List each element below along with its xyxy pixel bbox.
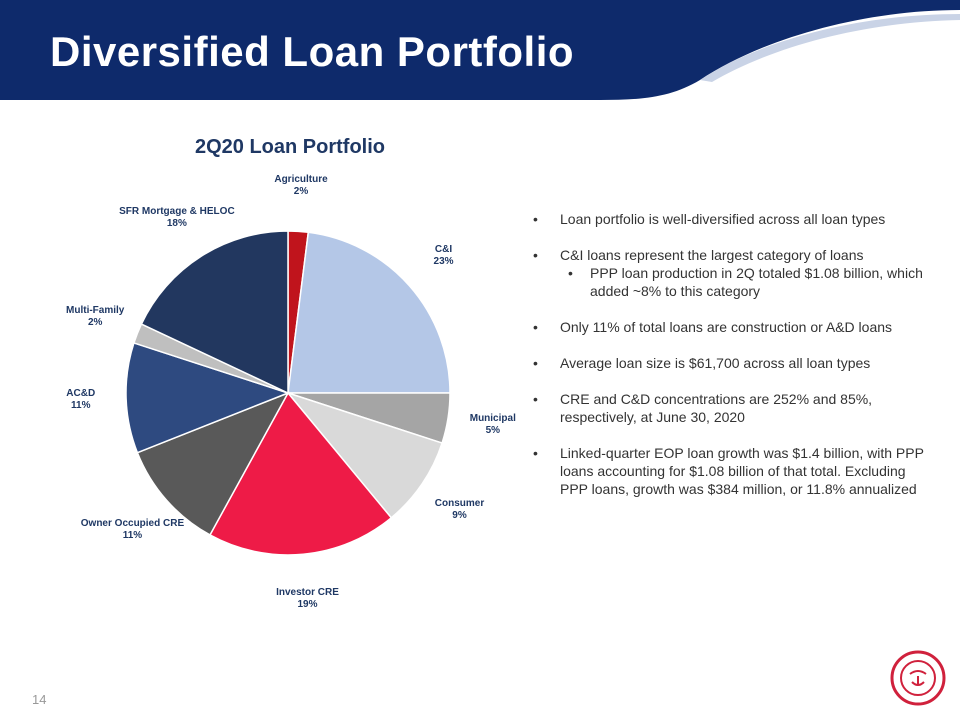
bullet: Linked-quarter EOP loan growth was $1.4 … [530,444,925,498]
slice-label: Investor CRE 19% [248,587,368,611]
slice-label: Agriculture 2% [241,174,361,198]
slice-label: C&I 23% [384,244,504,268]
category-label: C&I [434,243,453,255]
category-label: Owner Occupied CRE [80,518,185,530]
page-number: 14 [32,692,47,707]
category-label: Consumer [434,497,485,509]
value-label: 9% [452,509,467,521]
bullet-text: Average loan size is $61,700 across all … [560,355,871,371]
category-label: AC&D [66,387,96,399]
pie-slice [140,230,289,395]
category-label: Investor CRE [276,587,339,599]
bullet-text: CRE and C&D concentrations are 252% and … [560,391,873,425]
sub-list: PPP loan production in 2Q totaled $1.08 … [560,264,925,300]
pie-slice [125,341,291,454]
bullet-text: C&I loans represent the largest category… [560,247,864,263]
category-label: Multi-Family [66,304,125,316]
bullet: Only 11% of total loans are construction… [530,318,925,336]
chart-title: 2Q20 Loan Portfolio [194,136,386,158]
slice-label: SFR Mortgage & HELOC 18% [117,206,237,230]
slice-label: Municipal 5% [433,413,553,437]
slice-label: Owner Occupied CRE 11% [72,518,192,542]
header-band [0,0,960,100]
bullet-text: Only 11% of total loans are construction… [560,319,893,335]
pie-slice [285,391,444,519]
bullet: CRE and C&D concentrations are 252% and … [530,390,925,426]
pie-slice [287,231,451,394]
value-label: 5% [485,425,501,437]
sub-bullet: PPP loan production in 2Q totaled $1.08 … [560,264,925,300]
value-label: 11% [71,399,91,411]
value-label: 2% [87,316,103,328]
bullet: Average loan size is $61,700 across all … [530,354,925,372]
bullet-list: Loan portfolio is well-diversified acros… [530,210,925,516]
logo [890,650,946,706]
slice-label: Consumer 9% [400,498,520,522]
slice-label: Multi-Family 2% [35,305,155,329]
value-label: 23% [433,255,454,267]
bullet-text: Loan portfolio is well-diversified acros… [560,211,886,227]
value-label: 18% [166,217,187,229]
category-label: Municipal [469,413,516,425]
category-label: SFR Mortgage & HELOC [119,205,235,217]
slide-title: Diversified Loan Portfolio [50,28,575,75]
value-label: 2% [293,186,309,198]
category-label: Agriculture [274,174,328,186]
bullet: Loan portfolio is well-diversified acros… [530,210,925,228]
value-label: 11% [122,530,143,542]
value-label: 19% [297,599,318,611]
bullet-text: Linked-quarter EOP loan growth was $1.4 … [560,445,924,497]
bullet: C&I loans represent the largest category… [530,246,925,300]
pie-slice [208,391,393,556]
pie-slice [136,391,290,536]
slice-label: AC&D 11% [21,388,141,412]
